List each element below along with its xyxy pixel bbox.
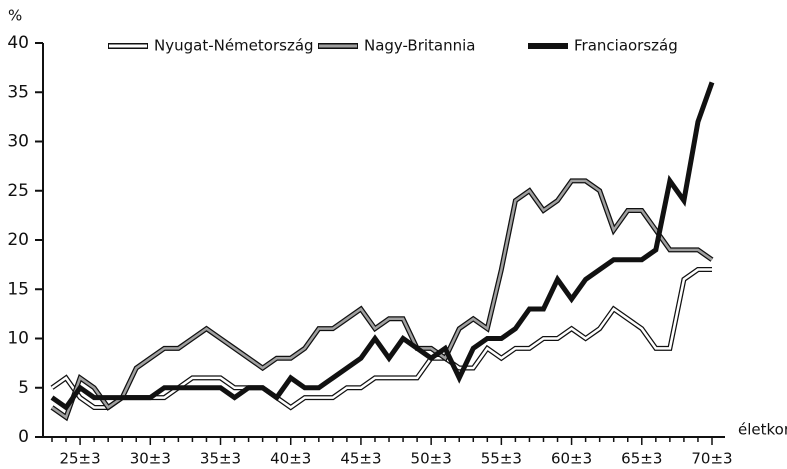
legend-label: Nagy-Britannia — [364, 37, 476, 55]
line-outline — [50, 178, 714, 422]
x-tick-label: 40±3 — [270, 450, 311, 468]
x-tick-label: 55±3 — [481, 450, 522, 468]
y-tick-label: 0 — [18, 427, 29, 447]
y-tick-label: 30 — [7, 132, 29, 152]
y-tick-label: 40 — [7, 33, 29, 53]
y-tick-label: 15 — [7, 279, 29, 299]
x-tick-label: 35±3 — [200, 450, 241, 468]
x-tick-label: 60±3 — [551, 450, 592, 468]
series-line — [51, 179, 713, 420]
y-tick-label: 10 — [7, 329, 29, 349]
x-axis-label: életkor — [738, 421, 787, 439]
series-line — [51, 268, 712, 409]
series-line — [50, 81, 715, 411]
legend-label: Franciaország — [574, 37, 678, 55]
y-tick-label: 25 — [7, 181, 29, 201]
y-tick-label: 20 — [7, 230, 29, 250]
x-tick-label: 65±3 — [621, 450, 662, 468]
line-outline — [50, 267, 712, 411]
x-tick-label: 50±3 — [411, 450, 452, 468]
y-axis-label: % — [8, 7, 22, 25]
x-tick-label: 70±3 — [691, 450, 732, 468]
x-tick-label: 45±3 — [340, 450, 381, 468]
y-tick-label: 35 — [7, 82, 29, 102]
legend-label: Nyugat-Németország — [154, 37, 314, 55]
x-tick-label: 25±3 — [59, 450, 100, 468]
y-tick-label: 5 — [18, 378, 29, 398]
x-tick-label: 30±3 — [130, 450, 171, 468]
